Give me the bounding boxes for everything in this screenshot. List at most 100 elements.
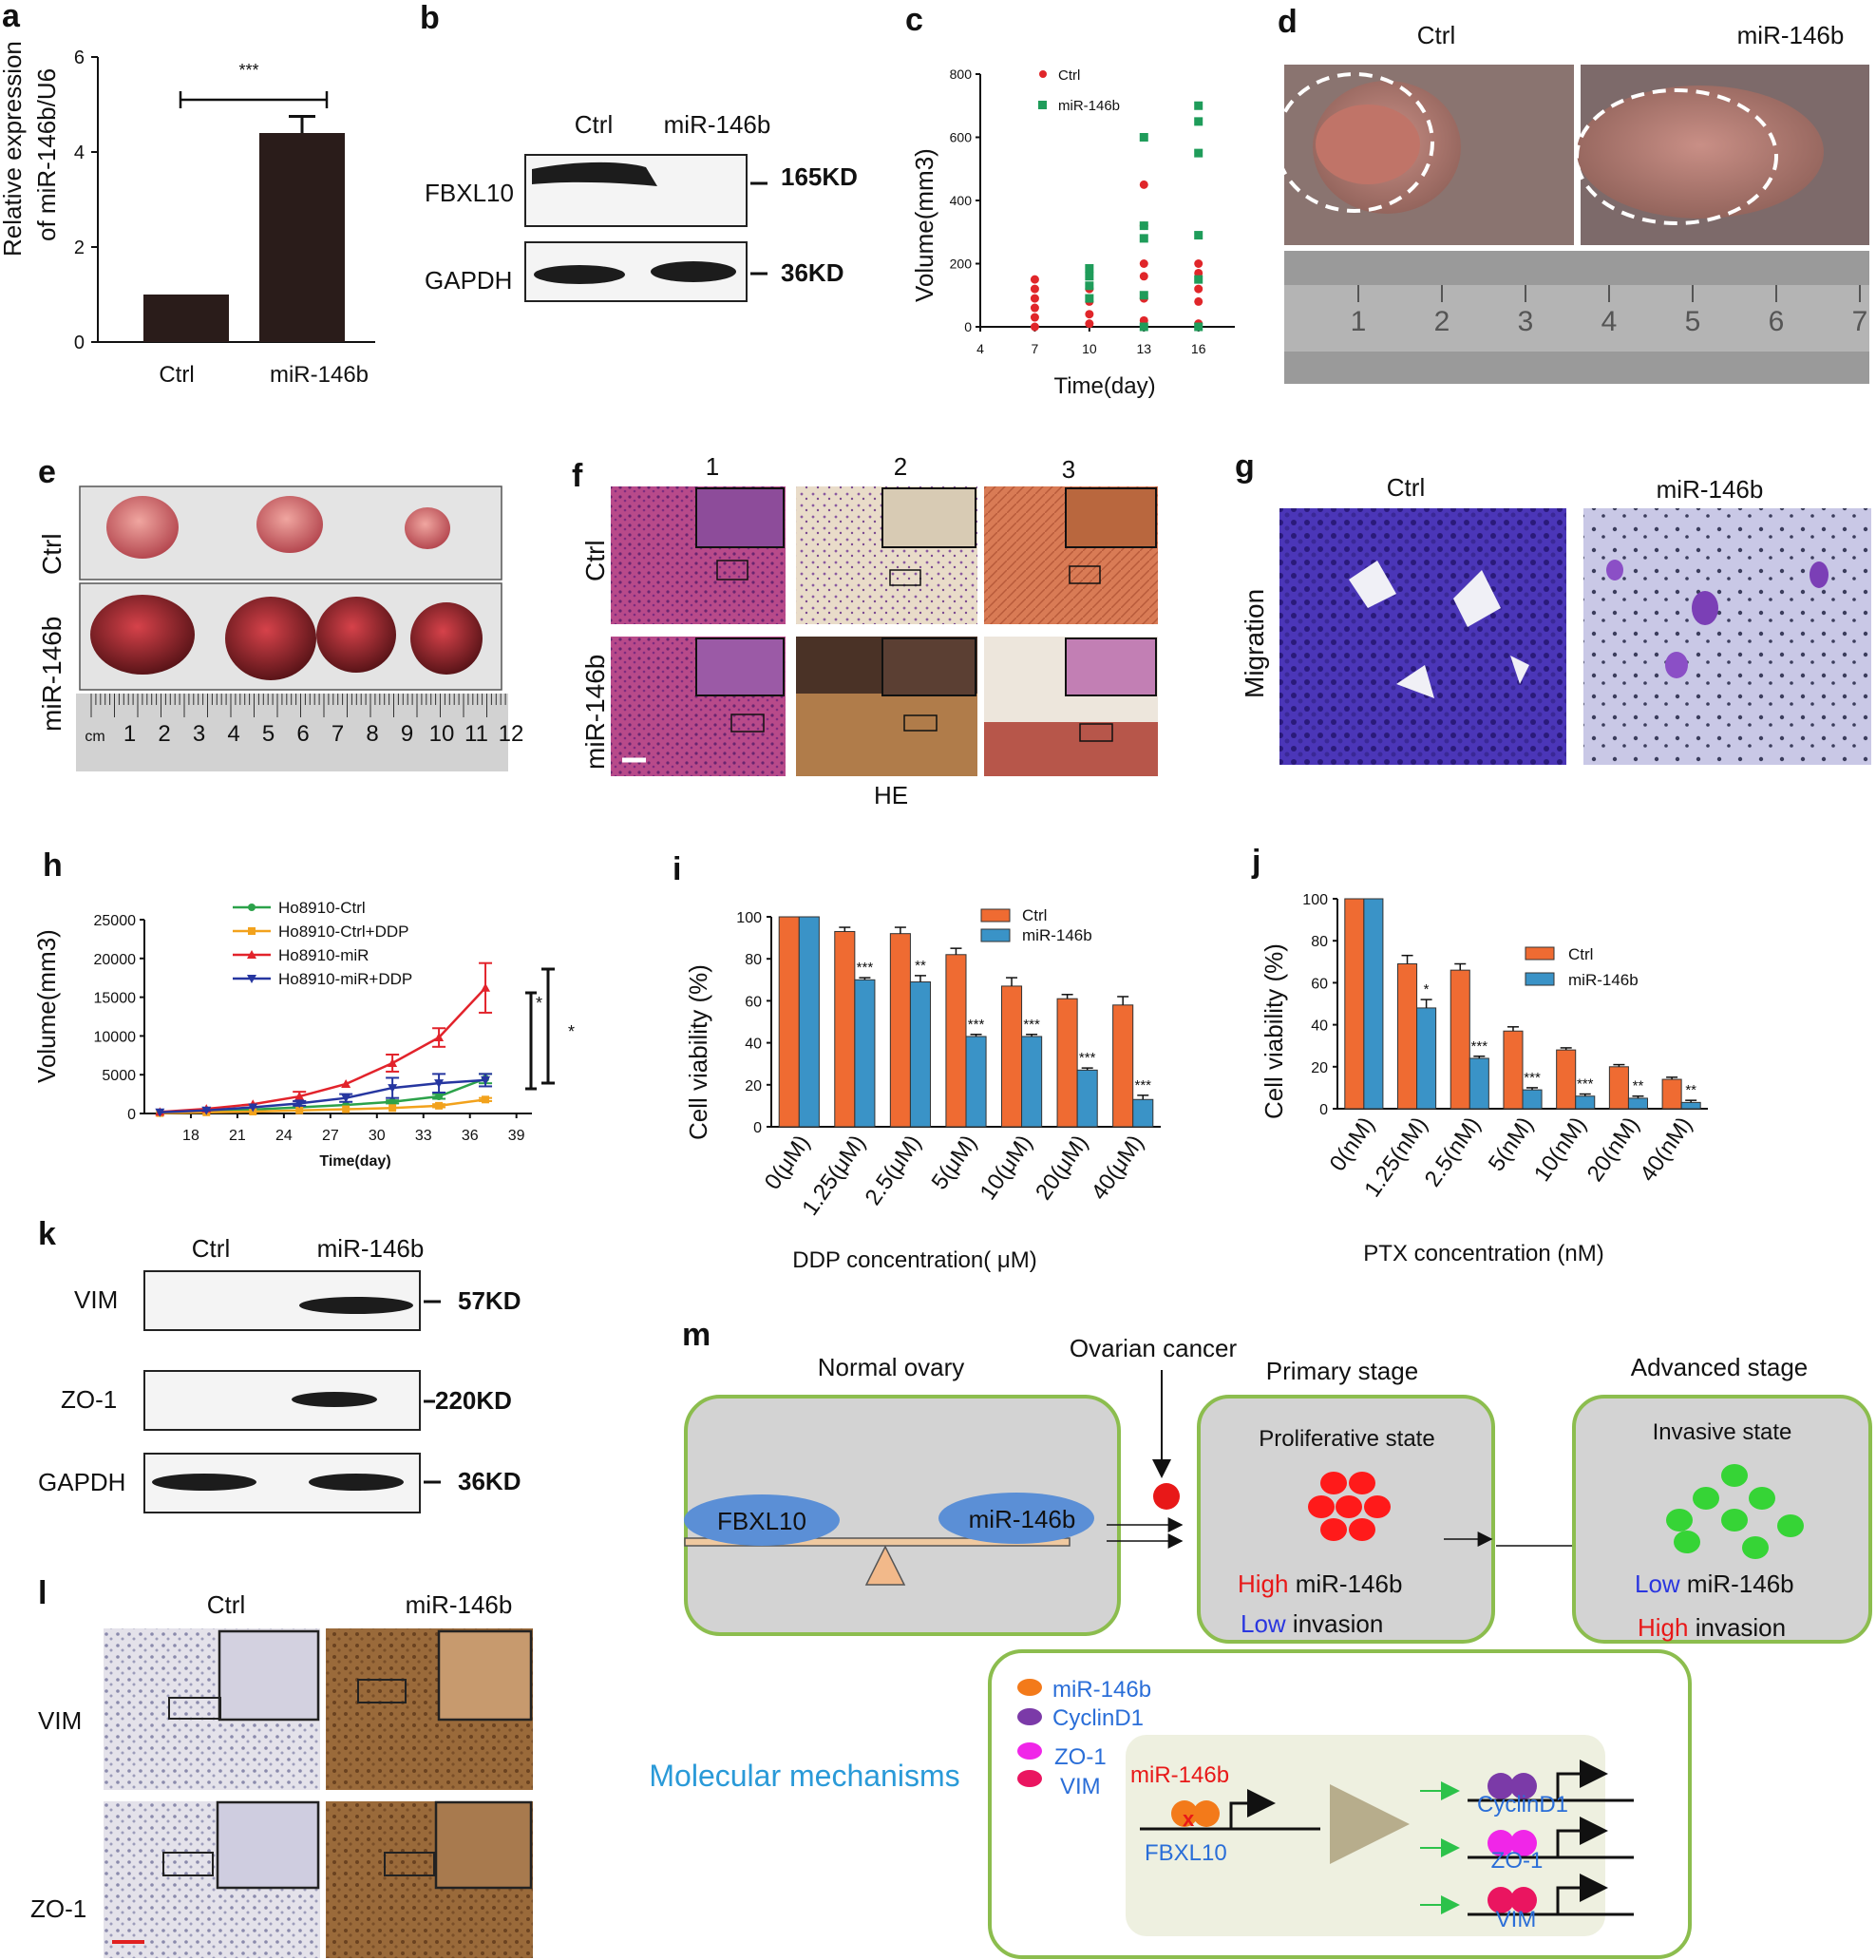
x-tick-label: 10(nM): [1529, 1113, 1592, 1187]
legend-marker: [247, 950, 256, 959]
invasive-cells: [1666, 1464, 1804, 1559]
y-axis-label: Cell viability (%): [1260, 943, 1288, 1119]
balance-beam: [684, 1537, 1071, 1547]
state-label: Invasive state: [1653, 1419, 1792, 1445]
legend-label: Ctrl: [1022, 906, 1047, 924]
data-point: [1139, 259, 1148, 268]
y-tick-label: 800: [950, 67, 973, 82]
green-cell: [1666, 1509, 1693, 1532]
panel-e: e Ctrl miR-146b cm 1 2 3 4 5 6 7 8 9 10 11 12: [37, 454, 523, 771]
data-point: [1030, 294, 1039, 303]
key-label: VIM: [1060, 1774, 1101, 1799]
key-label: ZO-1: [1054, 1744, 1107, 1770]
western-blot-strip: [143, 1453, 421, 1513]
data-point: [435, 1101, 444, 1110]
significance-mark: ***: [1079, 1050, 1096, 1066]
significance-mark: **: [915, 958, 926, 974]
data-point: [248, 1103, 258, 1113]
y-tick-label: 40: [745, 1037, 762, 1053]
bar: [945, 954, 967, 1128]
state-label: Proliferative state: [1259, 1426, 1434, 1452]
y-tick-label: 4: [74, 143, 85, 163]
panel-letter: d: [1278, 4, 1298, 40]
column-label: miR-146b: [1737, 21, 1845, 49]
scatter-chart-c: 0 200 400 600 800 4 7 10 13 16: [950, 67, 1235, 356]
data-point: [482, 1095, 490, 1104]
x-tick-label: 16: [1191, 341, 1206, 356]
data-point: [388, 1104, 397, 1113]
blot-band: [292, 1392, 377, 1407]
panel-letter: a: [2, 0, 21, 34]
lane-label: Ctrl: [575, 110, 613, 139]
blot-band: [532, 162, 657, 186]
legend-marker: [1525, 946, 1555, 961]
bar: [1112, 1004, 1134, 1128]
ruler-number: 5: [262, 721, 275, 747]
stage-title: Advanced stage: [1631, 1353, 1808, 1381]
ovarian-cancer-label: Ovarian cancer: [1070, 1334, 1238, 1362]
x-tick-label: 40(nM): [1635, 1113, 1697, 1187]
data-point: [1139, 221, 1148, 231]
bar: [1680, 1101, 1701, 1110]
bar: [1416, 1007, 1437, 1110]
panel-letter: k: [38, 1216, 56, 1252]
x-axis-label: PTX concentration (nM): [1363, 1241, 1603, 1266]
x-tick-label: 7: [1032, 341, 1039, 356]
x-tick-label: 10(μM): [975, 1131, 1037, 1205]
significance-mark: ***: [1524, 1070, 1541, 1086]
key-label: miR-146b: [1052, 1677, 1151, 1703]
bar: [1575, 1095, 1596, 1110]
protein-dot: [1510, 1773, 1537, 1799]
data-point: [1194, 322, 1203, 332]
panel-letter: m: [682, 1317, 711, 1353]
y-tick-label: 100: [736, 910, 762, 926]
x-tick-label: 0(nM): [1325, 1113, 1380, 1176]
red-cell: [1349, 1472, 1375, 1494]
y-tick-label: 20: [1311, 1060, 1328, 1076]
data-point: [1030, 303, 1039, 313]
row-label: Ctrl: [580, 540, 610, 581]
data-point: [1194, 275, 1203, 284]
ruler-number: 2: [1434, 306, 1450, 337]
ruler-number: 2: [158, 721, 170, 747]
data-point: [155, 1108, 165, 1117]
red-cell: [1336, 1495, 1362, 1518]
panel-letter: c: [905, 2, 923, 38]
y-tick-label: 60: [745, 994, 762, 1010]
bar: [1021, 1036, 1043, 1128]
x-tick-label: 18: [182, 1128, 199, 1144]
row-label: GAPDH: [425, 266, 512, 295]
y-tick-label: 100: [1302, 892, 1328, 908]
data-point: [1139, 291, 1148, 300]
y-tick-label: 20000: [94, 952, 137, 968]
data-point: [1030, 275, 1039, 284]
x-tick-label: 24: [275, 1128, 293, 1144]
bar: [798, 916, 820, 1128]
bar: [1503, 1030, 1524, 1110]
row-label: ZO-1: [30, 1894, 86, 1923]
migration-image: [1583, 508, 1871, 765]
x-tick-label: 39: [508, 1128, 525, 1144]
data-point: [1194, 284, 1203, 294]
y-tick-label: 60: [1311, 976, 1328, 992]
cancer-cell: [1153, 1483, 1180, 1510]
bar: [1627, 1097, 1648, 1110]
blot-band: [651, 261, 736, 282]
row-label: miR-146b: [37, 617, 66, 732]
bar: [1608, 1066, 1629, 1110]
row-label: Ctrl: [37, 533, 66, 575]
significance-mark: ***: [857, 960, 874, 976]
significance-mark: **: [1685, 1082, 1696, 1098]
target-genes: [1420, 1760, 1634, 1916]
ruler-number: 6: [1769, 306, 1785, 337]
bar: [889, 933, 911, 1128]
tumor-outline: [1275, 72, 1434, 213]
panel-letter: l: [38, 1575, 47, 1611]
row-label: miR-146b: [580, 655, 610, 770]
ruler-number: 1: [1351, 306, 1367, 337]
migration-image: [1279, 508, 1566, 765]
bar: [1056, 998, 1078, 1128]
y-tick-label: 5000: [102, 1068, 136, 1084]
panel-g: g Ctrl miR-146b Migration: [1235, 448, 1871, 765]
x-tick-label: 10: [1082, 341, 1097, 356]
